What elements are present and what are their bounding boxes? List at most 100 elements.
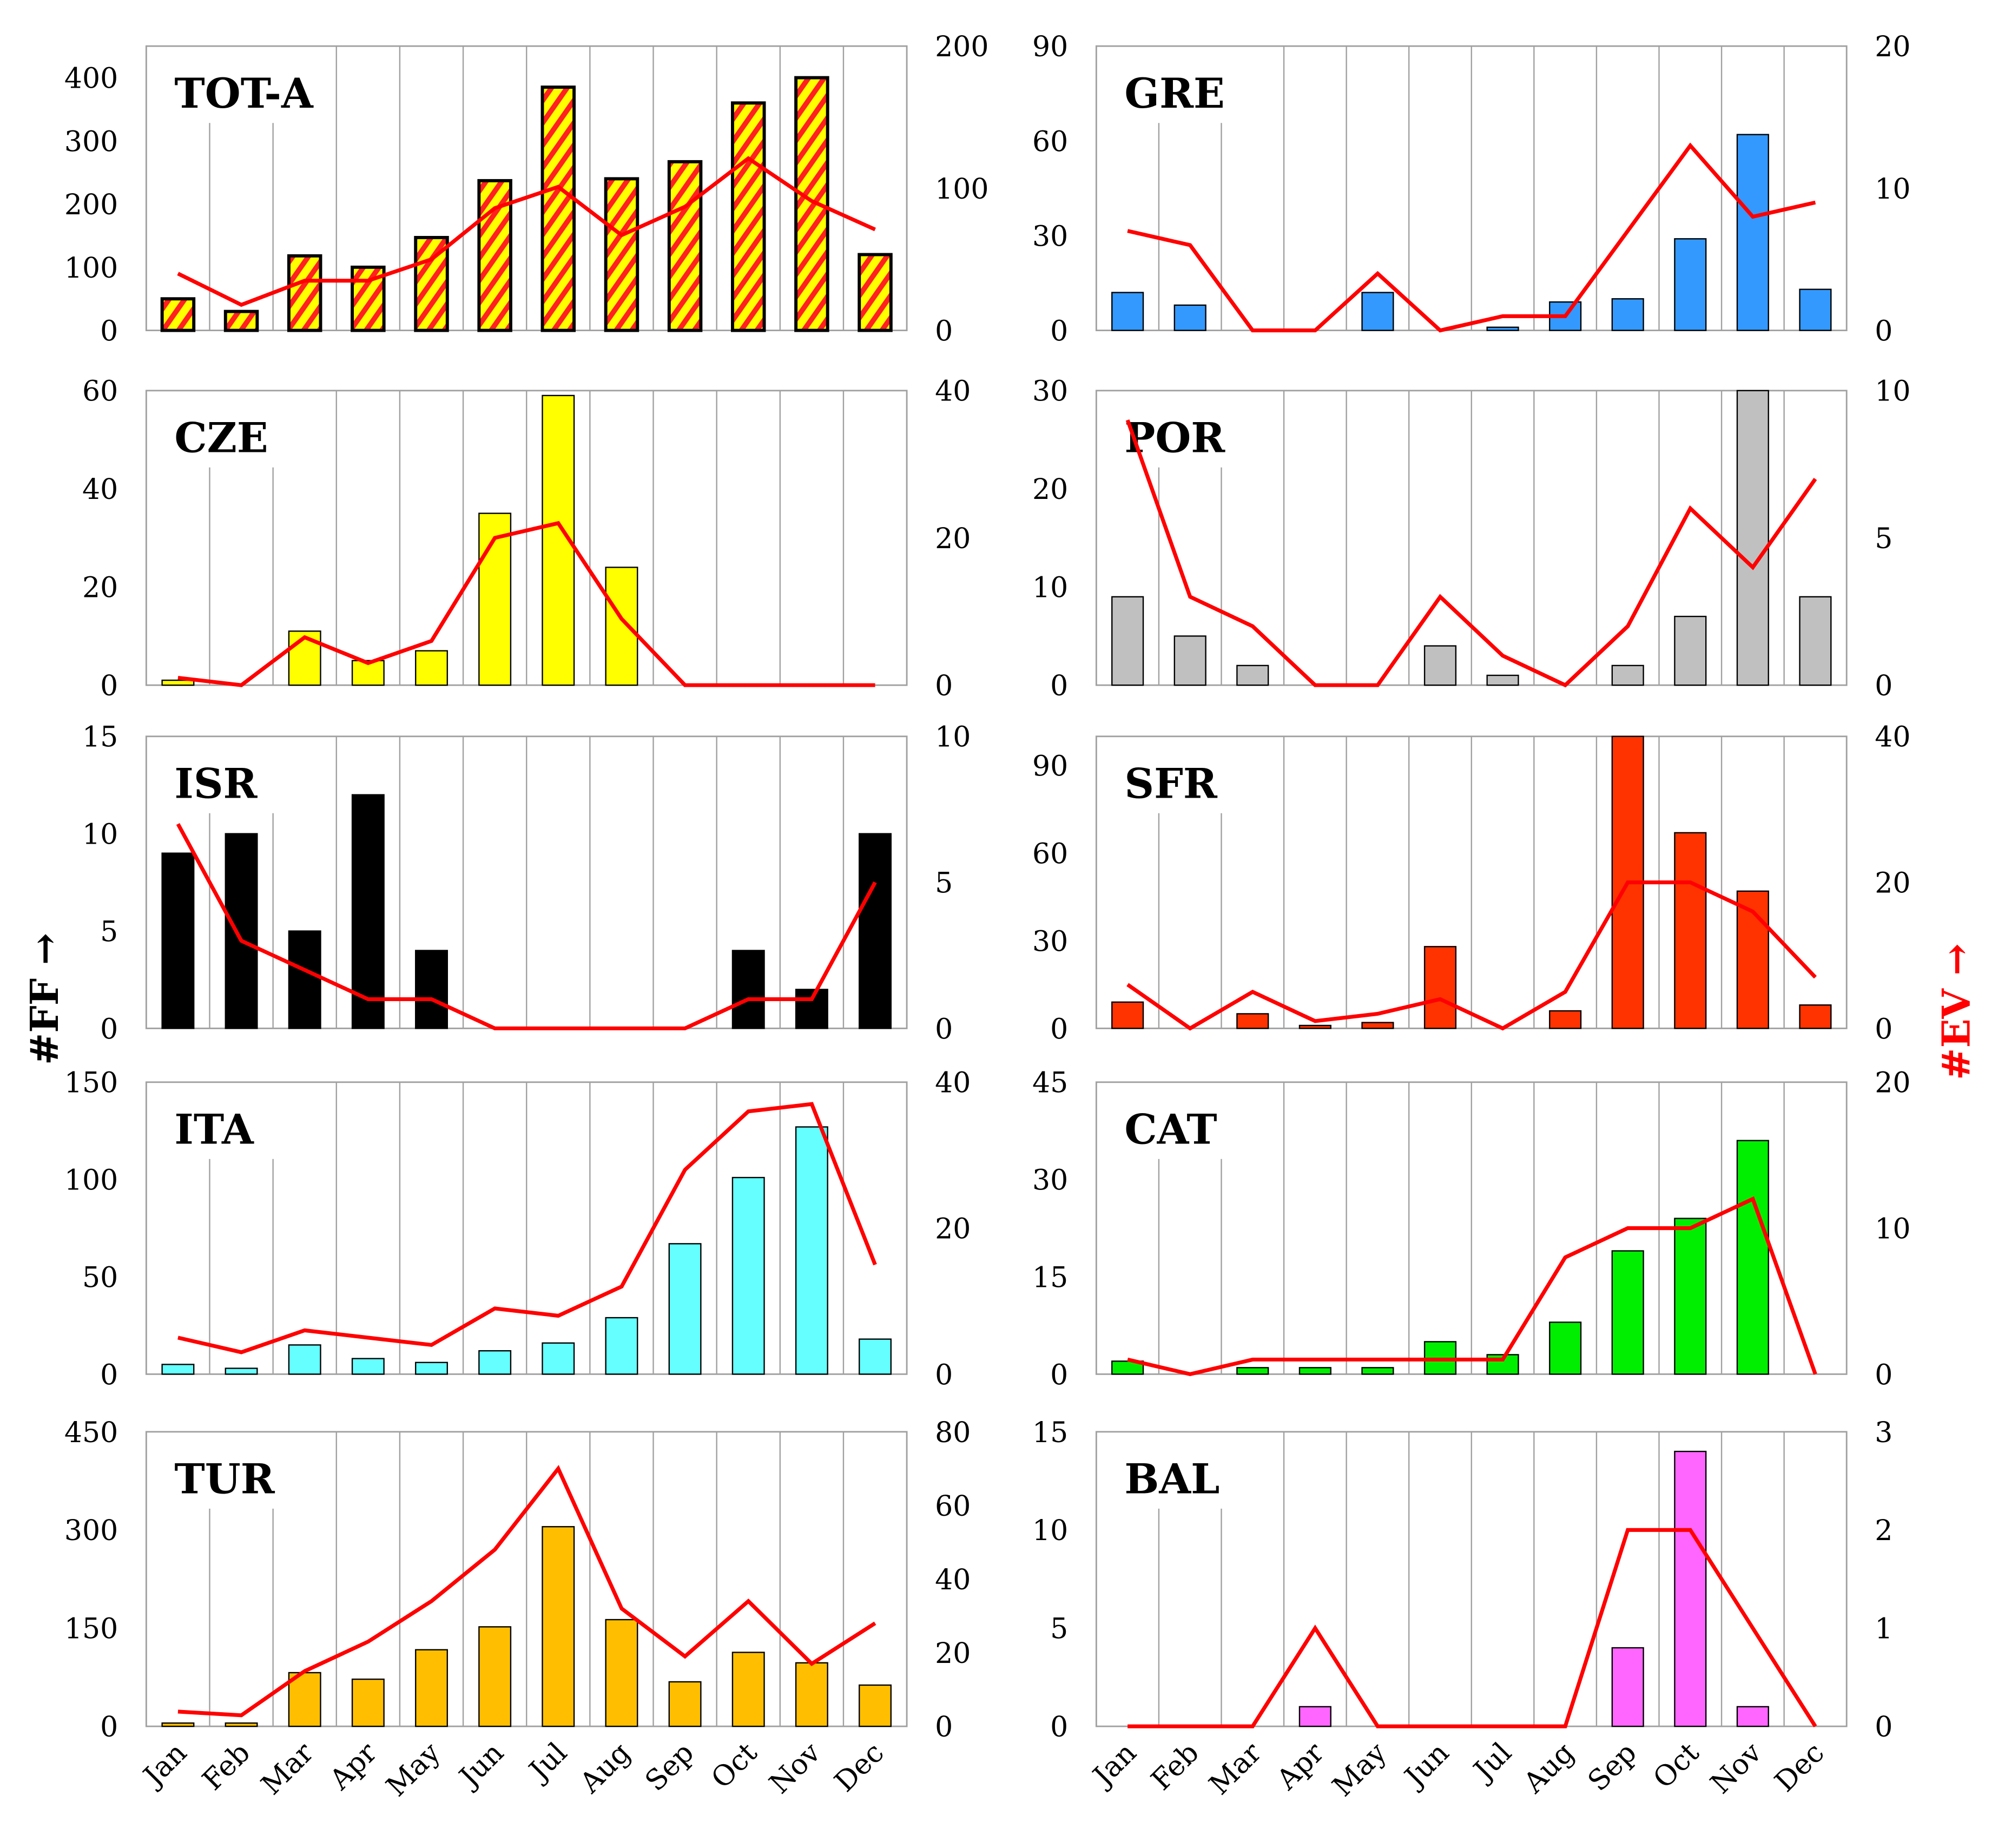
x-tick-label: Sep [1582,1737,1643,1798]
ff-bar-feb [1173,304,1206,331]
ff-bar-dec [1799,1004,1832,1029]
y-tick-label: 0 [1050,315,1068,348]
ev-line [177,1465,876,1718]
ff-bar-sep [1611,298,1644,331]
y2-tick-label: 20 [935,1213,971,1245]
ff-bar-dec [859,1684,892,1727]
y-tick-label: 20 [82,572,118,604]
y2-tick-label: 10 [1875,1213,1910,1245]
panel-title: CZE [174,413,268,462]
y2-tick-label: 2 [1875,1515,1893,1547]
x-tick-label: Nov [763,1737,827,1800]
ff-bar-oct [1674,832,1707,1029]
y2-tick-label: 0 [935,315,953,348]
ff-bar-feb [225,1367,258,1375]
y2-tick-label: 5 [935,867,953,900]
ff-bar-apr [351,794,385,1029]
ff-bar-sep [1611,1647,1644,1727]
panel-cze: CZE 0 20 40 60 0 20 40 [82,376,971,702]
x-tick-label: Jan [1085,1737,1143,1794]
y2-tick-label: 1 [1875,1613,1893,1646]
x-tick-label: Jul [1466,1737,1518,1788]
ff-bar-jan [1111,596,1144,686]
ff-bar-feb [225,1722,258,1727]
ff-bar-apr [351,1358,385,1375]
y-tick-label: 0 [100,670,118,702]
y2-tick-label: 100 [935,173,988,206]
y2-tick-label: 20 [1875,1067,1910,1100]
ff-bar-mar [1236,1013,1269,1029]
x-tick-label: Feb [196,1737,256,1797]
ff-bar-jun [478,1626,512,1727]
x-tick-label: Aug [1517,1737,1580,1800]
ff-bar-oct [731,1652,765,1727]
ev-line [1127,1196,1817,1377]
y-tick-label: 20 [1032,473,1068,506]
ev-line [1127,142,1816,333]
y2-tick-label: 40 [935,376,971,408]
y-tick-label: 15 [1032,1261,1068,1294]
y2-tick-label: 0 [935,1711,953,1744]
panel-title: CAT [1124,1105,1217,1153]
x-tick-label: Jun [452,1737,510,1795]
y-tick-label: 60 [82,376,118,408]
x-tick-label: Apr [1270,1737,1330,1797]
ff-bar-aug [605,1619,638,1727]
ff-bar-jul [540,86,576,332]
x-tick-label: Jan [136,1737,193,1794]
panel-ita: ITA 0 50 100 150 0 20 40 [64,1067,971,1392]
ev-line [177,521,875,687]
x-tick-label: May [380,1737,447,1803]
ff-bar-oct [730,101,766,332]
ff-bar-dec [858,253,893,332]
ff-bar-mar [1236,1367,1269,1375]
ff-bar-aug [1549,1321,1582,1375]
ev-line [176,823,877,1030]
y2-tick-label: 20 [935,523,971,555]
y-tick-label: 0 [100,1711,118,1744]
y-tick-label: 100 [64,1165,118,1197]
y-tick-label: 30 [1032,220,1068,253]
ff-bar-jun [478,1350,512,1375]
ff-bar-oct [1674,1450,1707,1727]
panel-title: ISR [174,759,258,807]
left-axis-title: #FF → [22,933,67,1065]
ff-bar-may [415,950,448,1029]
panel-gre: GRE 0 30 60 90 0 10 20 [1032,31,1910,347]
y2-tick-label: 10 [1875,173,1910,206]
panel-title: TOT-A [174,69,314,117]
y-tick-label: 200 [64,189,118,221]
ff-bar-oct [731,1176,765,1375]
ff-bar-jul [542,1526,575,1727]
ff-bar-mar [287,254,322,332]
y-tick-label: 15 [82,721,118,754]
y2-tick-label: 0 [935,1013,953,1045]
y-tick-label: 0 [1050,1711,1068,1744]
y-tick-label: 30 [1032,925,1068,958]
ff-bar-jul [1486,326,1519,331]
y2-tick-label: 20 [1875,867,1910,900]
ff-bar-dec [859,1338,892,1375]
ev-line [177,1102,877,1354]
y-tick-label: 40 [82,473,118,506]
panel-sfr: SFR 0 30 60 90 0 20 40 [1032,721,1910,1046]
ff-bar-may [1361,1367,1394,1375]
y2-tick-label: 40 [1875,721,1910,754]
y2-tick-label: 40 [935,1564,971,1596]
ff-bar-jan [1111,1001,1144,1029]
ff-bar-sep [668,1243,702,1375]
x-tick-label: Sep [639,1737,700,1798]
ff-bar-nov [1736,134,1769,331]
y-tick-label: 90 [1032,31,1068,63]
ff-bar-oct [731,950,765,1029]
x-tick-label: Jul [522,1737,573,1788]
ff-bar-oct [1674,1218,1707,1375]
ff-bar-feb [225,833,258,1029]
ff-bar-mar [1236,665,1269,686]
y2-tick-label: 40 [935,1067,971,1100]
y2-tick-label: 5 [1875,523,1893,555]
ff-bar-jan [161,852,195,1029]
y2-tick-label: 0 [1875,1359,1893,1391]
